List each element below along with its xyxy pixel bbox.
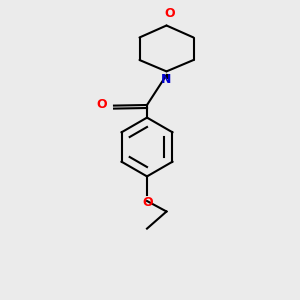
Text: N: N bbox=[161, 73, 172, 86]
Text: O: O bbox=[97, 98, 107, 111]
Text: O: O bbox=[142, 196, 153, 209]
Text: O: O bbox=[164, 7, 175, 20]
